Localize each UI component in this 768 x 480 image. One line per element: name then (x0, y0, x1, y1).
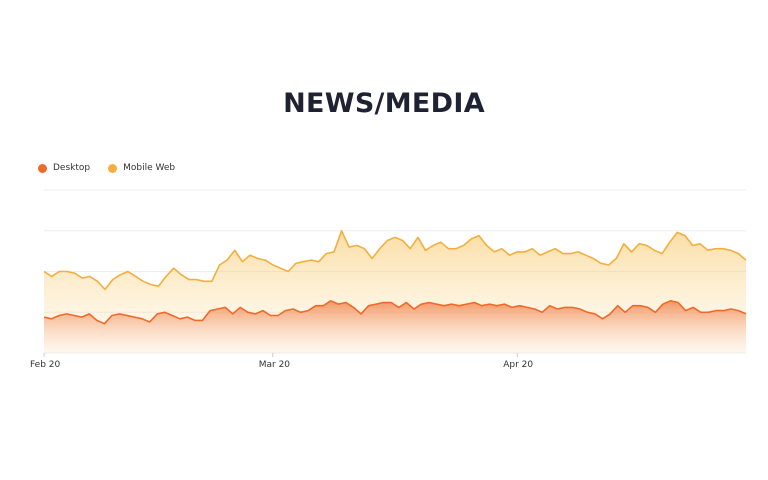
legend-swatch-mobile-web (108, 163, 118, 173)
series-line-mobile-web[interactable] (43, 230, 747, 291)
area-fill-desktop (44, 300, 746, 353)
x-tick-label: Apr 20 (503, 360, 533, 370)
legend-item-mobile-web[interactable]: Mobile Web (108, 163, 175, 173)
series-layer (43, 230, 747, 353)
legend: Desktop Mobile Web (38, 163, 175, 173)
series-line-desktop[interactable] (43, 300, 747, 325)
x-axis: Feb 20 Mar 20 Apr 20 (30, 353, 533, 370)
legend-label-desktop: Desktop (53, 163, 91, 173)
chart-title: NEWS/MEDIA (283, 88, 485, 119)
x-tick-label: Mar 20 (259, 360, 291, 370)
legend-swatch-desktop (38, 163, 47, 173)
x-tick-label: Feb 20 (30, 360, 61, 370)
legend-label-mobile-web: Mobile Web (123, 163, 176, 173)
legend-item-desktop[interactable]: Desktop (38, 163, 90, 173)
